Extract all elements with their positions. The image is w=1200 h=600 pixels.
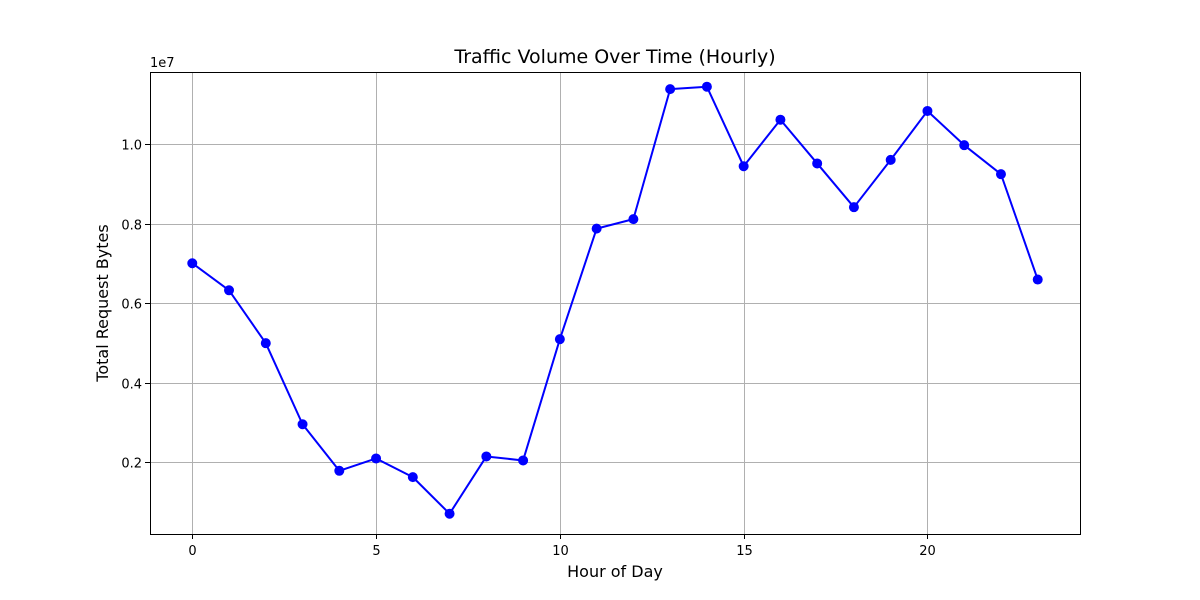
x-tick-label: 15: [736, 544, 753, 559]
x-tick-label: 0: [188, 544, 196, 559]
data-point: [591, 223, 602, 234]
series-layer: [187, 81, 1043, 519]
x-tick-label: 10: [552, 544, 569, 559]
y-axis-label: Total Request Bytes: [93, 224, 112, 382]
x-axis-label: Hour of Day: [567, 562, 663, 581]
y-tick-label: 1.0: [121, 139, 142, 154]
data-point: [848, 202, 859, 213]
y-tick-label: 0.4: [121, 378, 142, 393]
data-point: [995, 169, 1006, 180]
data-point: [444, 508, 455, 519]
chart-title: Traffic Volume Over Time (Hourly): [453, 46, 775, 68]
y-offset-label: 1e7: [150, 56, 175, 71]
data-point: [959, 140, 970, 151]
data-point: [628, 214, 639, 225]
data-point: [334, 465, 345, 476]
data-point: [260, 338, 271, 349]
y-tick-label: 0.2: [121, 457, 142, 472]
data-point: [224, 285, 235, 296]
data-point: [518, 455, 529, 466]
x-tick-label: 20: [919, 544, 936, 559]
data-point: [297, 419, 308, 430]
y-tick-label: 0.8: [121, 219, 142, 234]
data-point: [407, 472, 418, 483]
plot-frame: [150, 72, 1081, 535]
series-line: [191, 85, 1039, 515]
data-point: [885, 154, 896, 165]
data-point: [481, 451, 492, 462]
data-point: [187, 258, 198, 269]
data-point: [812, 158, 823, 169]
data-point: [922, 105, 933, 116]
data-point: [371, 453, 382, 464]
data-point: [665, 84, 676, 95]
x-tick-label: 5: [372, 544, 380, 559]
data-point: [554, 334, 565, 345]
y-tick-label: 0.6: [121, 298, 142, 313]
data-point: [1032, 274, 1043, 285]
data-point: [701, 81, 712, 92]
data-point: [738, 161, 749, 172]
tick-layer: 0 5 10 15 20 0.2 0.4 0.6 0.8 1.0: [121, 139, 935, 560]
data-point: [775, 114, 786, 125]
grid-layer: [150, 72, 1080, 534]
